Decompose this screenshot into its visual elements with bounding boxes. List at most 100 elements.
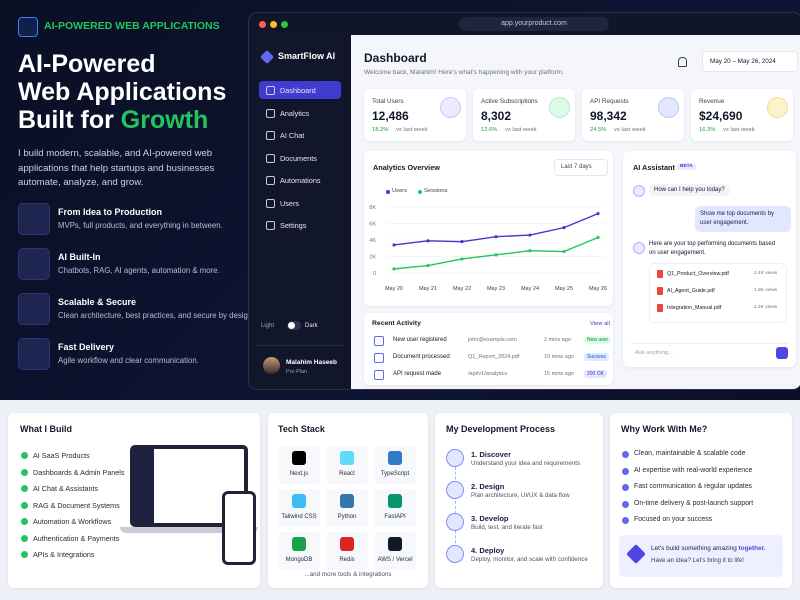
- feature-icon: [18, 248, 50, 280]
- step-title: 1. Discover: [471, 450, 512, 459]
- view-all-link[interactable]: View all: [590, 321, 610, 327]
- analytics-chart: 0 2K 4K 6K 8K May 20 May 21 May 22 May 23 May 24 M…: [369, 205, 607, 292]
- build-card: What I Build AI SaaS Products Dashboards &…: [8, 413, 260, 588]
- date-range[interactable]: May 20 – May 26, 2024: [702, 51, 798, 72]
- x-tick-label: May 22: [453, 286, 471, 292]
- tech-logo: [388, 494, 402, 508]
- tech-name: Python: [337, 514, 357, 520]
- nav-item[interactable]: Documents: [259, 149, 341, 167]
- activity-icon: [374, 370, 384, 380]
- window-dot: [281, 21, 288, 28]
- tech-name: AWS / Vercel: [377, 557, 413, 563]
- nav-icon: [266, 221, 275, 230]
- line-point: [460, 257, 464, 261]
- stat-note: vs last week: [723, 127, 755, 133]
- step-icon: [446, 545, 464, 563]
- step-text: Deploy, monitor, and scale with confiden…: [471, 556, 588, 563]
- feature-icon: [18, 293, 50, 325]
- activity-event: Document processed: [393, 354, 450, 360]
- range-select[interactable]: Last 7 days: [554, 159, 608, 176]
- brand-name: SmartFlow AI: [278, 51, 336, 61]
- line-point: [562, 226, 566, 230]
- nav-item[interactable]: AI Chat: [259, 126, 341, 144]
- check-icon: [622, 467, 629, 475]
- why-card: Why Work With Me? Clean, maintainable & s…: [610, 413, 792, 588]
- step-text: Build, test, and iterate fast: [471, 524, 543, 531]
- activity-time: 15 mins ago: [544, 371, 574, 377]
- line-point: [494, 235, 498, 239]
- nav-item[interactable]: Analytics: [259, 104, 341, 122]
- stat-label: Total Users: [372, 98, 404, 105]
- stat-icon: [767, 97, 788, 118]
- feature-title: Fast Delivery: [58, 342, 115, 352]
- check-icon: [622, 451, 629, 458]
- cta-text: Let's build something amazing together.: [651, 545, 766, 552]
- url-bar: app.yourproduct.com: [459, 17, 609, 31]
- build-item: Automation & Workflows: [33, 517, 112, 526]
- chat-placeholder: Ask anything...: [635, 350, 674, 356]
- theme-toggle[interactable]: [287, 321, 301, 330]
- line-point: [460, 240, 464, 244]
- build-item: Dashboards & Admin Panels: [33, 467, 125, 477]
- why-item: AI expertise with real-world experience: [634, 466, 753, 474]
- step-icon: [446, 513, 464, 531]
- feature-title: AI Built-In: [58, 252, 101, 262]
- date-text: May 20 – May 26, 2024: [710, 58, 776, 65]
- nav-item[interactable]: Dashboard: [259, 81, 341, 99]
- stat-value: $24,690: [699, 109, 743, 123]
- stat-value: 8,302: [481, 109, 512, 123]
- nav-label: AI Chat: [280, 131, 305, 140]
- stat-value: 12,486: [372, 109, 409, 123]
- bot-icon: [633, 242, 645, 254]
- x-tick-label: May 25: [555, 286, 573, 292]
- x-tick-label: May 26: [589, 286, 607, 292]
- laptop-sidebar: [134, 449, 154, 523]
- dashboard-subtitle: Welcome back, Malahim! Here's what's hap…: [364, 69, 564, 76]
- feature-icon: [18, 338, 50, 370]
- window-dot: [259, 21, 266, 28]
- step-title: 4. Deploy: [471, 546, 505, 555]
- build-item: RAG & Document Systems: [33, 500, 120, 510]
- nav-item[interactable]: Users: [259, 194, 341, 212]
- feature-text: Agile workflow and clear communication.: [58, 356, 199, 365]
- stat-label: Active Subscriptions: [481, 98, 538, 105]
- brand-icon: [259, 49, 275, 65]
- activity-icon: [374, 336, 384, 346]
- why-item: Focused on your success: [634, 516, 713, 523]
- step-icon: [446, 481, 464, 499]
- activity-time: 2 mins ago: [544, 337, 571, 343]
- process-line: [455, 457, 456, 553]
- tech-footer: ...and more tools & integrations: [304, 571, 392, 578]
- stat-value: 98,342: [590, 109, 627, 123]
- range-text: Last 7 days: [561, 164, 592, 170]
- hero-title-line: AI-Powered: [18, 50, 156, 78]
- step-icon: [446, 449, 464, 467]
- stat-card: Active Subscriptions 8,302 12.6% vs last we…: [473, 89, 575, 141]
- check-icon: [622, 500, 629, 508]
- check-icon: [21, 534, 28, 542]
- y-tick-label: 6K: [369, 222, 376, 228]
- chat-input[interactable]: Ask anything...: [631, 343, 789, 360]
- line-point: [426, 239, 430, 243]
- activity-status: 200 OK: [584, 370, 607, 378]
- tech-logo: [292, 494, 306, 508]
- activity-detail: john@example.com: [468, 337, 517, 343]
- cta-highlight: together.: [738, 545, 766, 552]
- user-avatar: [263, 357, 280, 374]
- send-button[interactable]: [776, 347, 788, 359]
- nav-item[interactable]: Automations: [259, 171, 341, 189]
- process-title: My Development Process: [446, 424, 556, 434]
- nav-item[interactable]: Settings: [259, 216, 341, 234]
- analytics-card: Analytics Overview Last 7 days Users Sessio…: [364, 151, 613, 306]
- nav-icon: [266, 108, 275, 118]
- stat-note: vs last week: [614, 127, 646, 133]
- document-list: Q1_Product_Overview.pdf 2.4K views AI_Agen…: [649, 263, 787, 323]
- process-card: My Development Process 1. Discover Underst…: [435, 413, 603, 588]
- check-icon: [21, 551, 28, 558]
- hero-title-line: Web Applications: [18, 78, 227, 106]
- tech-logo: [388, 451, 402, 465]
- cta-icon: [626, 544, 646, 564]
- bell-icon: [678, 57, 687, 67]
- y-tick-label: 2K: [369, 255, 376, 261]
